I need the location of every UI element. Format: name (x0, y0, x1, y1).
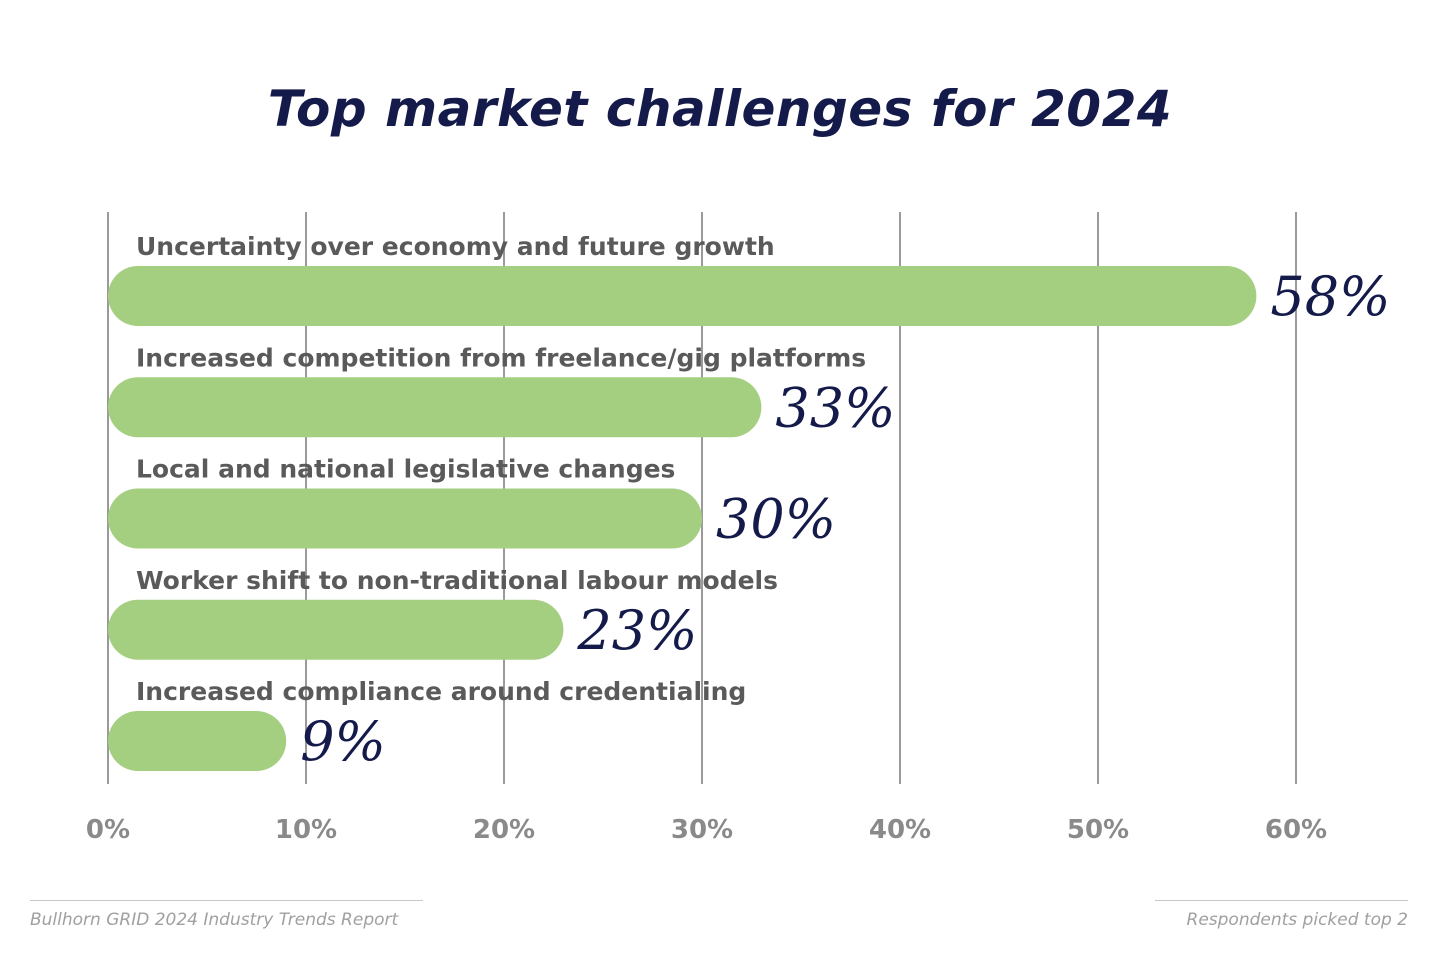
value-label: 23% (576, 599, 697, 662)
bar (108, 599, 564, 660)
category-label: Increased compliance around credentialin… (136, 677, 746, 706)
x-tick-label: 20% (473, 815, 535, 845)
labels: Uncertainty over economy and future grow… (136, 232, 1390, 773)
category-label: Uncertainty over economy and future grow… (136, 232, 775, 261)
footer-rule-left (30, 900, 423, 901)
bar (108, 266, 1257, 326)
x-tick-label: 40% (869, 815, 931, 845)
category-label: Worker shift to non-traditional labour m… (136, 566, 778, 595)
value-label: 9% (300, 710, 386, 773)
x-tick-label: 0% (86, 815, 130, 845)
bar (108, 488, 702, 549)
bar (108, 711, 287, 771)
x-tick-label: 60% (1265, 815, 1327, 845)
source-note: Bullhorn GRID 2024 Industry Trends Repor… (30, 910, 399, 930)
bars (108, 266, 1257, 771)
category-label: Local and national legislative changes (136, 455, 675, 484)
respondents-note: Respondents picked top 2 (1186, 910, 1408, 930)
value-label: 33% (775, 376, 895, 439)
x-axis-ticks: 0% 10% 20% 30% 40% 50% 60% (86, 815, 1327, 845)
category-label: Increased competition from freelance/gig… (136, 343, 866, 372)
x-tick-label: 10% (275, 815, 337, 845)
value-label: 58% (1270, 265, 1390, 328)
x-tick-label: 50% (1067, 815, 1129, 845)
bar (108, 377, 762, 438)
value-label: 30% (716, 488, 836, 551)
x-tick-label: 30% (671, 815, 733, 845)
chart-title: Top market challenges for 2024 (267, 80, 1173, 138)
footer-rule-right (1155, 900, 1408, 901)
